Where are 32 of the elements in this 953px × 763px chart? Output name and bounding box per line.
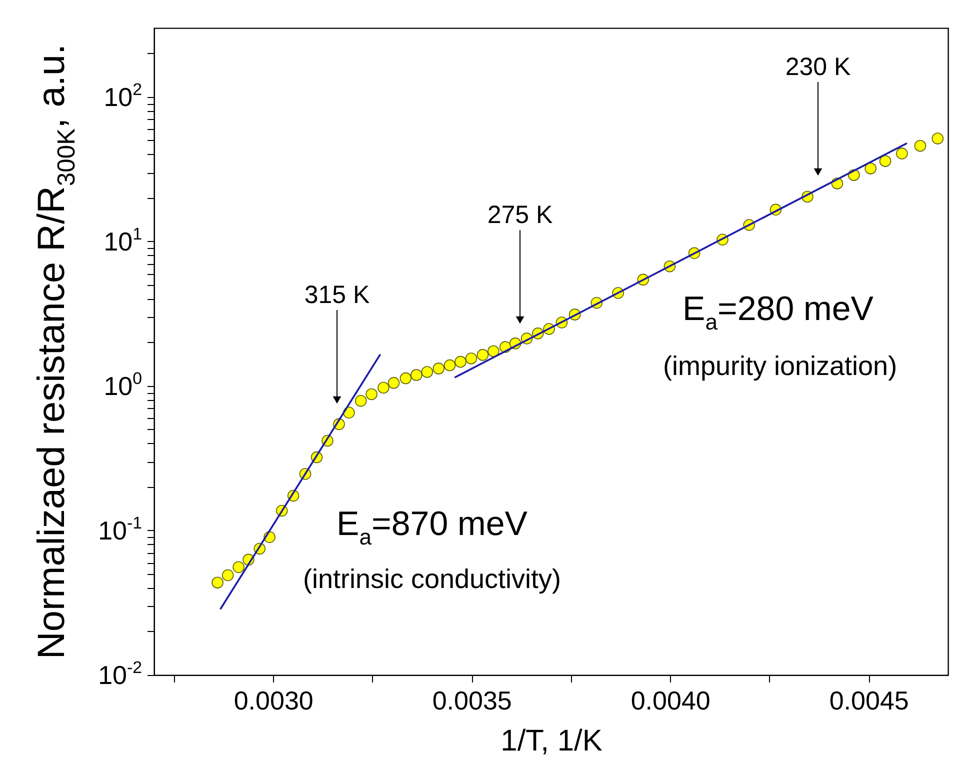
point <box>400 372 412 384</box>
point <box>454 356 466 368</box>
x-tick-label: 0.0035 <box>432 686 512 716</box>
point <box>465 352 478 364</box>
point <box>388 377 400 389</box>
point <box>864 162 876 174</box>
point <box>488 345 500 358</box>
y-axis-title: Normalizaed resistance R/R300K, a.u. <box>31 44 81 660</box>
point <box>410 369 422 381</box>
x-axis-title: 1/T, 1/K <box>500 724 602 758</box>
annotation: 315 K <box>304 281 370 309</box>
point <box>932 132 944 144</box>
point <box>354 394 367 407</box>
point <box>432 362 445 374</box>
x-tick-label: 0.0030 <box>234 686 314 716</box>
x-tick-label: 0.0045 <box>829 686 909 716</box>
x-tick-label: 0.0040 <box>630 686 710 716</box>
annotation: (intrinsic conductivity) <box>302 564 562 594</box>
point <box>222 569 234 582</box>
point <box>378 382 390 394</box>
point <box>444 359 456 372</box>
point <box>914 140 926 152</box>
annotation: (impurity ionization) <box>662 351 898 381</box>
point <box>896 148 908 160</box>
point <box>366 388 378 400</box>
point <box>476 349 489 361</box>
point <box>421 366 434 378</box>
point <box>232 561 244 573</box>
annotation: 275 K <box>487 201 553 229</box>
point <box>212 576 224 588</box>
point <box>879 155 892 167</box>
annotation: 230 K <box>785 53 851 81</box>
